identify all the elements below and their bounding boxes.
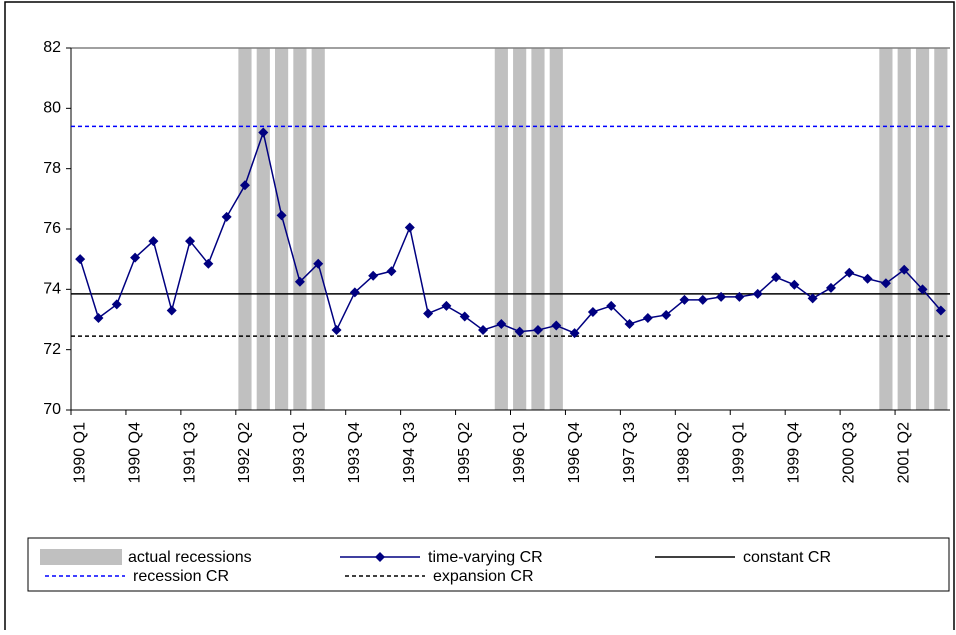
recession-bar — [879, 48, 893, 410]
x-tick-label: 1993 Q1 — [291, 422, 308, 483]
legend-label: actual recessions — [128, 549, 252, 566]
x-tick-label: 2000 Q3 — [841, 422, 858, 483]
x-tick-label: 1996 Q1 — [511, 422, 528, 483]
recession-bar — [934, 48, 948, 410]
data-point — [148, 236, 159, 247]
data-point — [935, 305, 946, 316]
x-tick-label: 1991 Q3 — [181, 422, 198, 483]
data-point — [404, 222, 415, 233]
data-point — [423, 308, 434, 319]
data-point — [734, 291, 745, 302]
data-point — [624, 319, 635, 330]
data-point — [239, 180, 250, 191]
data-point — [349, 287, 360, 298]
data-point — [569, 328, 580, 339]
x-tick-label: 1998 Q2 — [676, 422, 693, 483]
y-tick-label: 70 — [43, 401, 61, 418]
y-tick-label: 80 — [43, 100, 61, 117]
chart-frame — [4, 1, 955, 635]
y-tick-label: 74 — [43, 281, 61, 298]
data-point — [294, 276, 305, 287]
x-tick-label: 1994 Q3 — [401, 422, 418, 483]
data-point — [313, 258, 324, 269]
data-point — [917, 284, 928, 295]
data-point — [331, 325, 342, 336]
recession-bar — [293, 48, 307, 410]
legend-label: constant CR — [743, 549, 831, 566]
data-point — [185, 236, 196, 247]
data-point — [899, 264, 910, 275]
x-tick-label: 1996 Q4 — [566, 422, 583, 483]
data-point — [221, 211, 232, 222]
recession-bar — [238, 48, 252, 410]
data-point — [697, 294, 708, 305]
recession-bar — [531, 48, 545, 410]
x-tick-label: 1990 Q1 — [71, 422, 88, 483]
data-point — [368, 270, 379, 281]
data-point — [75, 254, 86, 265]
recession-bar — [897, 48, 911, 410]
y-tick-label: 82 — [43, 39, 61, 56]
recession-bar — [513, 48, 527, 410]
recession-bar — [549, 48, 563, 410]
data-point — [496, 319, 507, 330]
data-point — [789, 279, 800, 290]
recession-bar — [256, 48, 270, 410]
x-tick-label: 1990 Q4 — [126, 422, 143, 483]
data-point — [514, 326, 525, 337]
data-point — [825, 282, 836, 293]
data-point — [606, 300, 617, 311]
data-point — [679, 294, 690, 305]
data-point — [166, 305, 177, 316]
data-point — [459, 311, 470, 322]
x-tick-label: 2001 Q2 — [895, 422, 912, 483]
legend-label: expansion CR — [433, 568, 534, 585]
data-point — [807, 293, 818, 304]
data-point — [478, 325, 489, 336]
legend-box — [27, 537, 950, 592]
data-point — [203, 258, 214, 269]
legend-swatch — [40, 549, 122, 565]
data-point — [93, 312, 104, 323]
data-point — [532, 325, 543, 336]
data-point — [752, 288, 763, 299]
x-tick-label: 1997 Q3 — [621, 422, 638, 483]
recession-bar — [311, 48, 325, 410]
data-point — [258, 127, 269, 138]
recession-bar — [915, 48, 930, 410]
data-point — [441, 300, 452, 311]
data-point — [587, 306, 598, 317]
data-point — [661, 309, 672, 320]
data-line — [79, 129, 942, 334]
data-point — [130, 252, 141, 263]
x-tick-label: 1992 Q2 — [236, 422, 253, 483]
data-point — [862, 273, 873, 284]
data-point — [551, 320, 562, 331]
data-point — [880, 278, 891, 289]
y-tick-label: 78 — [43, 160, 61, 177]
recession-bar — [494, 48, 508, 410]
y-tick-label: 72 — [43, 341, 61, 358]
legend-label: recession CR — [133, 568, 229, 585]
y-tick-label: 76 — [43, 220, 61, 237]
legend-marker — [375, 552, 385, 562]
data-point — [386, 266, 397, 277]
data-point — [844, 267, 855, 278]
data-point — [716, 291, 727, 302]
recession-bar — [275, 48, 289, 410]
data-point — [276, 210, 287, 221]
data-point — [771, 272, 782, 283]
data-point — [111, 299, 122, 310]
x-tick-label: 1995 Q2 — [456, 422, 473, 483]
data-point — [642, 312, 653, 323]
x-tick-label: 1993 Q4 — [346, 422, 363, 483]
x-tick-label: 1999 Q4 — [786, 422, 803, 483]
x-tick-label: 1999 Q1 — [731, 422, 748, 483]
legend-label: time-varying CR — [428, 549, 543, 566]
